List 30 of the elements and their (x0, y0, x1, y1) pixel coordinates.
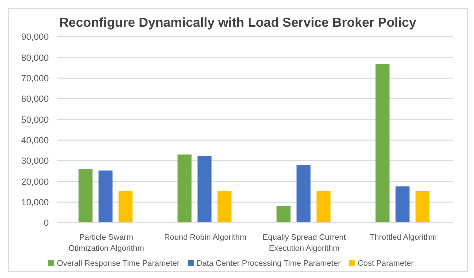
bar (316, 191, 331, 223)
legend-label: Cost Parameter (356, 258, 414, 269)
bar (276, 206, 291, 223)
x-tick-label: Equally Spread Current Execution Algorithm (262, 233, 347, 253)
y-tick-label: 0 (44, 218, 49, 228)
y-tick-label: 30,000 (21, 156, 49, 166)
bar (416, 191, 430, 223)
y-tick-label: 40,000 (21, 136, 49, 146)
chart-title: Reconfigure Dynamically with Load Service Broker Policy (58, 15, 418, 32)
x-tick-label: Round Robin Algorithm (164, 233, 247, 242)
bar (218, 191, 232, 223)
bar (376, 64, 390, 223)
legend-label: Data Center Processing Time Parameter (196, 258, 341, 269)
x-tick-label: Particle Swarm Otimization Algorithm (68, 233, 145, 253)
bar (98, 170, 113, 223)
y-tick-label: 50,000 (21, 114, 49, 125)
bar (118, 191, 133, 223)
y-tick-label: 70,000 (21, 74, 49, 84)
y-tick-label: 10,000 (21, 198, 49, 208)
y-tick-label: 80,000 (21, 52, 49, 63)
x-tick-label: Throttled Algorithm (370, 233, 438, 242)
y-tick-label: 20,000 (21, 176, 49, 187)
legend-label: Overall Response Time Parameter (56, 258, 180, 269)
bar (78, 169, 93, 223)
y-tick-label: 60,000 (21, 94, 49, 104)
bar (198, 156, 212, 223)
bar (178, 154, 192, 223)
bar (396, 186, 410, 223)
y-tick-label: 90,000 (21, 32, 49, 42)
bar (296, 166, 311, 223)
